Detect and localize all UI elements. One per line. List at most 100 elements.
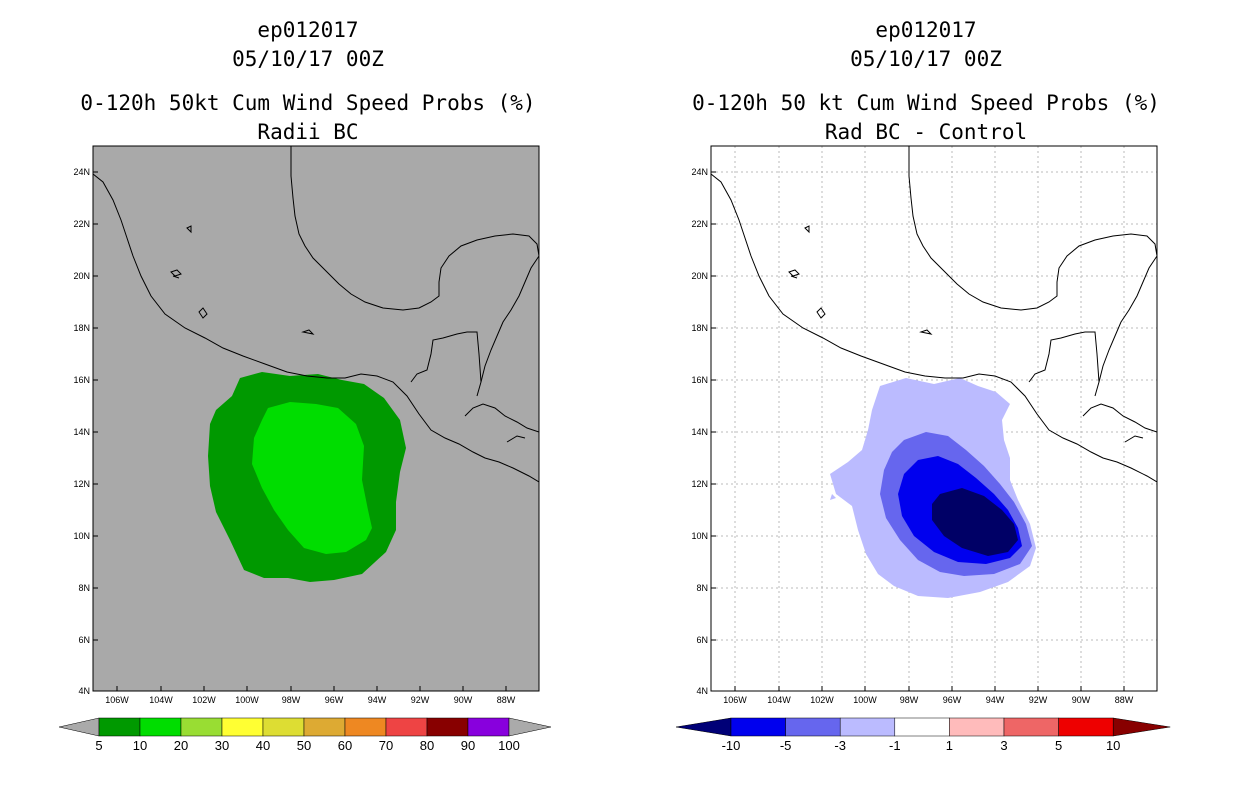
right-date: 05/10/17 00Z: [850, 47, 1002, 71]
lon-label: 98W: [282, 695, 301, 705]
right-lat-labels: 24N 22N 20N 18N 16N 14N 12N 10N 8N 6N 4N: [691, 167, 708, 696]
colorbar-swatch: [385, 717, 428, 737]
lat-label: 10N: [691, 531, 708, 541]
colorbar-swatch: [785, 717, 841, 737]
lon-label: 90W: [454, 695, 473, 705]
colorbar-label: -3: [834, 738, 846, 753]
colorbar-label: -10: [722, 738, 741, 753]
left-lat-labels: 24N 22N 20N 18N 16N 14N 12N 10N 8N 6N 4N: [73, 167, 90, 696]
lat-label: 20N: [691, 271, 708, 281]
left-prob-10-area: [252, 402, 372, 554]
lon-label: 98W: [900, 695, 919, 705]
colorbar-label: 90: [461, 738, 475, 753]
right-diff-minus10-area: [932, 488, 1018, 556]
lat-label: 24N: [73, 167, 90, 177]
lat-label: 10N: [73, 531, 90, 541]
colorbar-label: 5: [1055, 738, 1062, 753]
right-grid: [711, 146, 1157, 691]
colorbar-swatch: [180, 717, 223, 737]
lat-label: 14N: [691, 427, 708, 437]
colorbar-label: 50: [297, 738, 311, 753]
lon-label: 102W: [810, 695, 834, 705]
colorbar-label: -5: [780, 738, 792, 753]
colorbar-right-end: [1112, 717, 1171, 737]
lon-label: 104W: [149, 695, 173, 705]
left-storm-id: ep012017: [257, 18, 359, 42]
lon-label: 88W: [1115, 695, 1134, 705]
lon-label: 104W: [767, 695, 791, 705]
lon-label: 100W: [235, 695, 259, 705]
lon-label: 106W: [723, 695, 747, 705]
lat-label: 12N: [691, 479, 708, 489]
lat-label: 4N: [696, 686, 708, 696]
colorbar-swatch: [467, 717, 510, 737]
colorbar-label: 40: [256, 738, 270, 753]
colorbar-swatch: [839, 717, 896, 737]
left-colorbar: 5 10 20 30 40 50 60 70 80 90 100: [58, 717, 552, 753]
colorbar-label: 20: [174, 738, 188, 753]
lat-label: 8N: [78, 583, 90, 593]
colorbar-swatch: [262, 717, 305, 737]
lon-label: 94W: [368, 695, 387, 705]
lat-label: 4N: [78, 686, 90, 696]
lat-label: 24N: [691, 167, 708, 177]
right-storm-id: ep012017: [875, 18, 977, 42]
colorbar-left-end: [58, 717, 100, 737]
left-title: 0-120h 50kt Cum Wind Speed Probs (%): [80, 91, 536, 115]
colorbar-label: 30: [215, 738, 229, 753]
colorbar-label: 10: [1106, 738, 1120, 753]
colorbar-swatch: [1058, 717, 1114, 737]
lon-label: 92W: [1029, 695, 1048, 705]
colorbar-label: -1: [889, 738, 901, 753]
right-colorbar: -10 -5 -3 -1 1 3 5 10: [675, 717, 1171, 753]
lon-label: 106W: [105, 695, 129, 705]
lon-label: 100W: [853, 695, 877, 705]
lat-label: 16N: [691, 375, 708, 385]
colorbar-left-end: [675, 717, 732, 737]
left-lon-labels: 106W 104W 102W 100W 98W 96W 94W 92W 90W …: [105, 695, 516, 705]
left-date: 05/10/17 00Z: [232, 47, 384, 71]
colorbar-swatch: [730, 717, 786, 737]
lat-label: 12N: [73, 479, 90, 489]
colorbar-label: 80: [420, 738, 434, 753]
left-map: [92, 145, 540, 692]
right-map: [710, 145, 1158, 692]
lon-label: 88W: [497, 695, 516, 705]
lon-label: 96W: [325, 695, 344, 705]
lon-label: 94W: [986, 695, 1005, 705]
colorbar-swatch: [894, 717, 950, 737]
right-lon-labels: 106W 104W 102W 100W 98W 96W 94W 92W 90W …: [723, 695, 1134, 705]
colorbar-swatch: [1003, 717, 1059, 737]
lat-label: 8N: [696, 583, 708, 593]
colorbar-label: 60: [338, 738, 352, 753]
colorbar-swatch: [303, 717, 346, 737]
colorbar-right-end: [508, 717, 552, 737]
lon-label: 90W: [1072, 695, 1091, 705]
colorbar-label: 100: [498, 738, 520, 753]
right-subtitle: Rad BC - Control: [824, 120, 1028, 144]
lon-label: 96W: [943, 695, 962, 705]
lat-label: 6N: [78, 635, 90, 645]
colorbar-swatch: [949, 717, 1005, 737]
colorbar-swatch: [344, 717, 387, 737]
colorbar-label: 10: [133, 738, 147, 753]
lat-label: 14N: [73, 427, 90, 437]
left-subtitle: Radii BC: [257, 120, 359, 144]
lat-label: 18N: [73, 323, 90, 333]
colorbar-label: 5: [95, 738, 102, 753]
lat-label: 6N: [696, 635, 708, 645]
lat-label: 20N: [73, 271, 90, 281]
colorbar-swatch: [426, 717, 469, 737]
colorbar-label: 1: [946, 738, 953, 753]
colorbar-label: 3: [1000, 738, 1007, 753]
colorbar-swatch: [139, 717, 182, 737]
colorbar-swatch: [98, 717, 141, 737]
lat-label: 22N: [73, 219, 90, 229]
colorbar-swatch: [221, 717, 264, 737]
lat-label: 18N: [691, 323, 708, 333]
colorbar-label: 70: [379, 738, 393, 753]
lat-label: 16N: [73, 375, 90, 385]
lon-label: 102W: [192, 695, 216, 705]
lat-label: 22N: [691, 219, 708, 229]
